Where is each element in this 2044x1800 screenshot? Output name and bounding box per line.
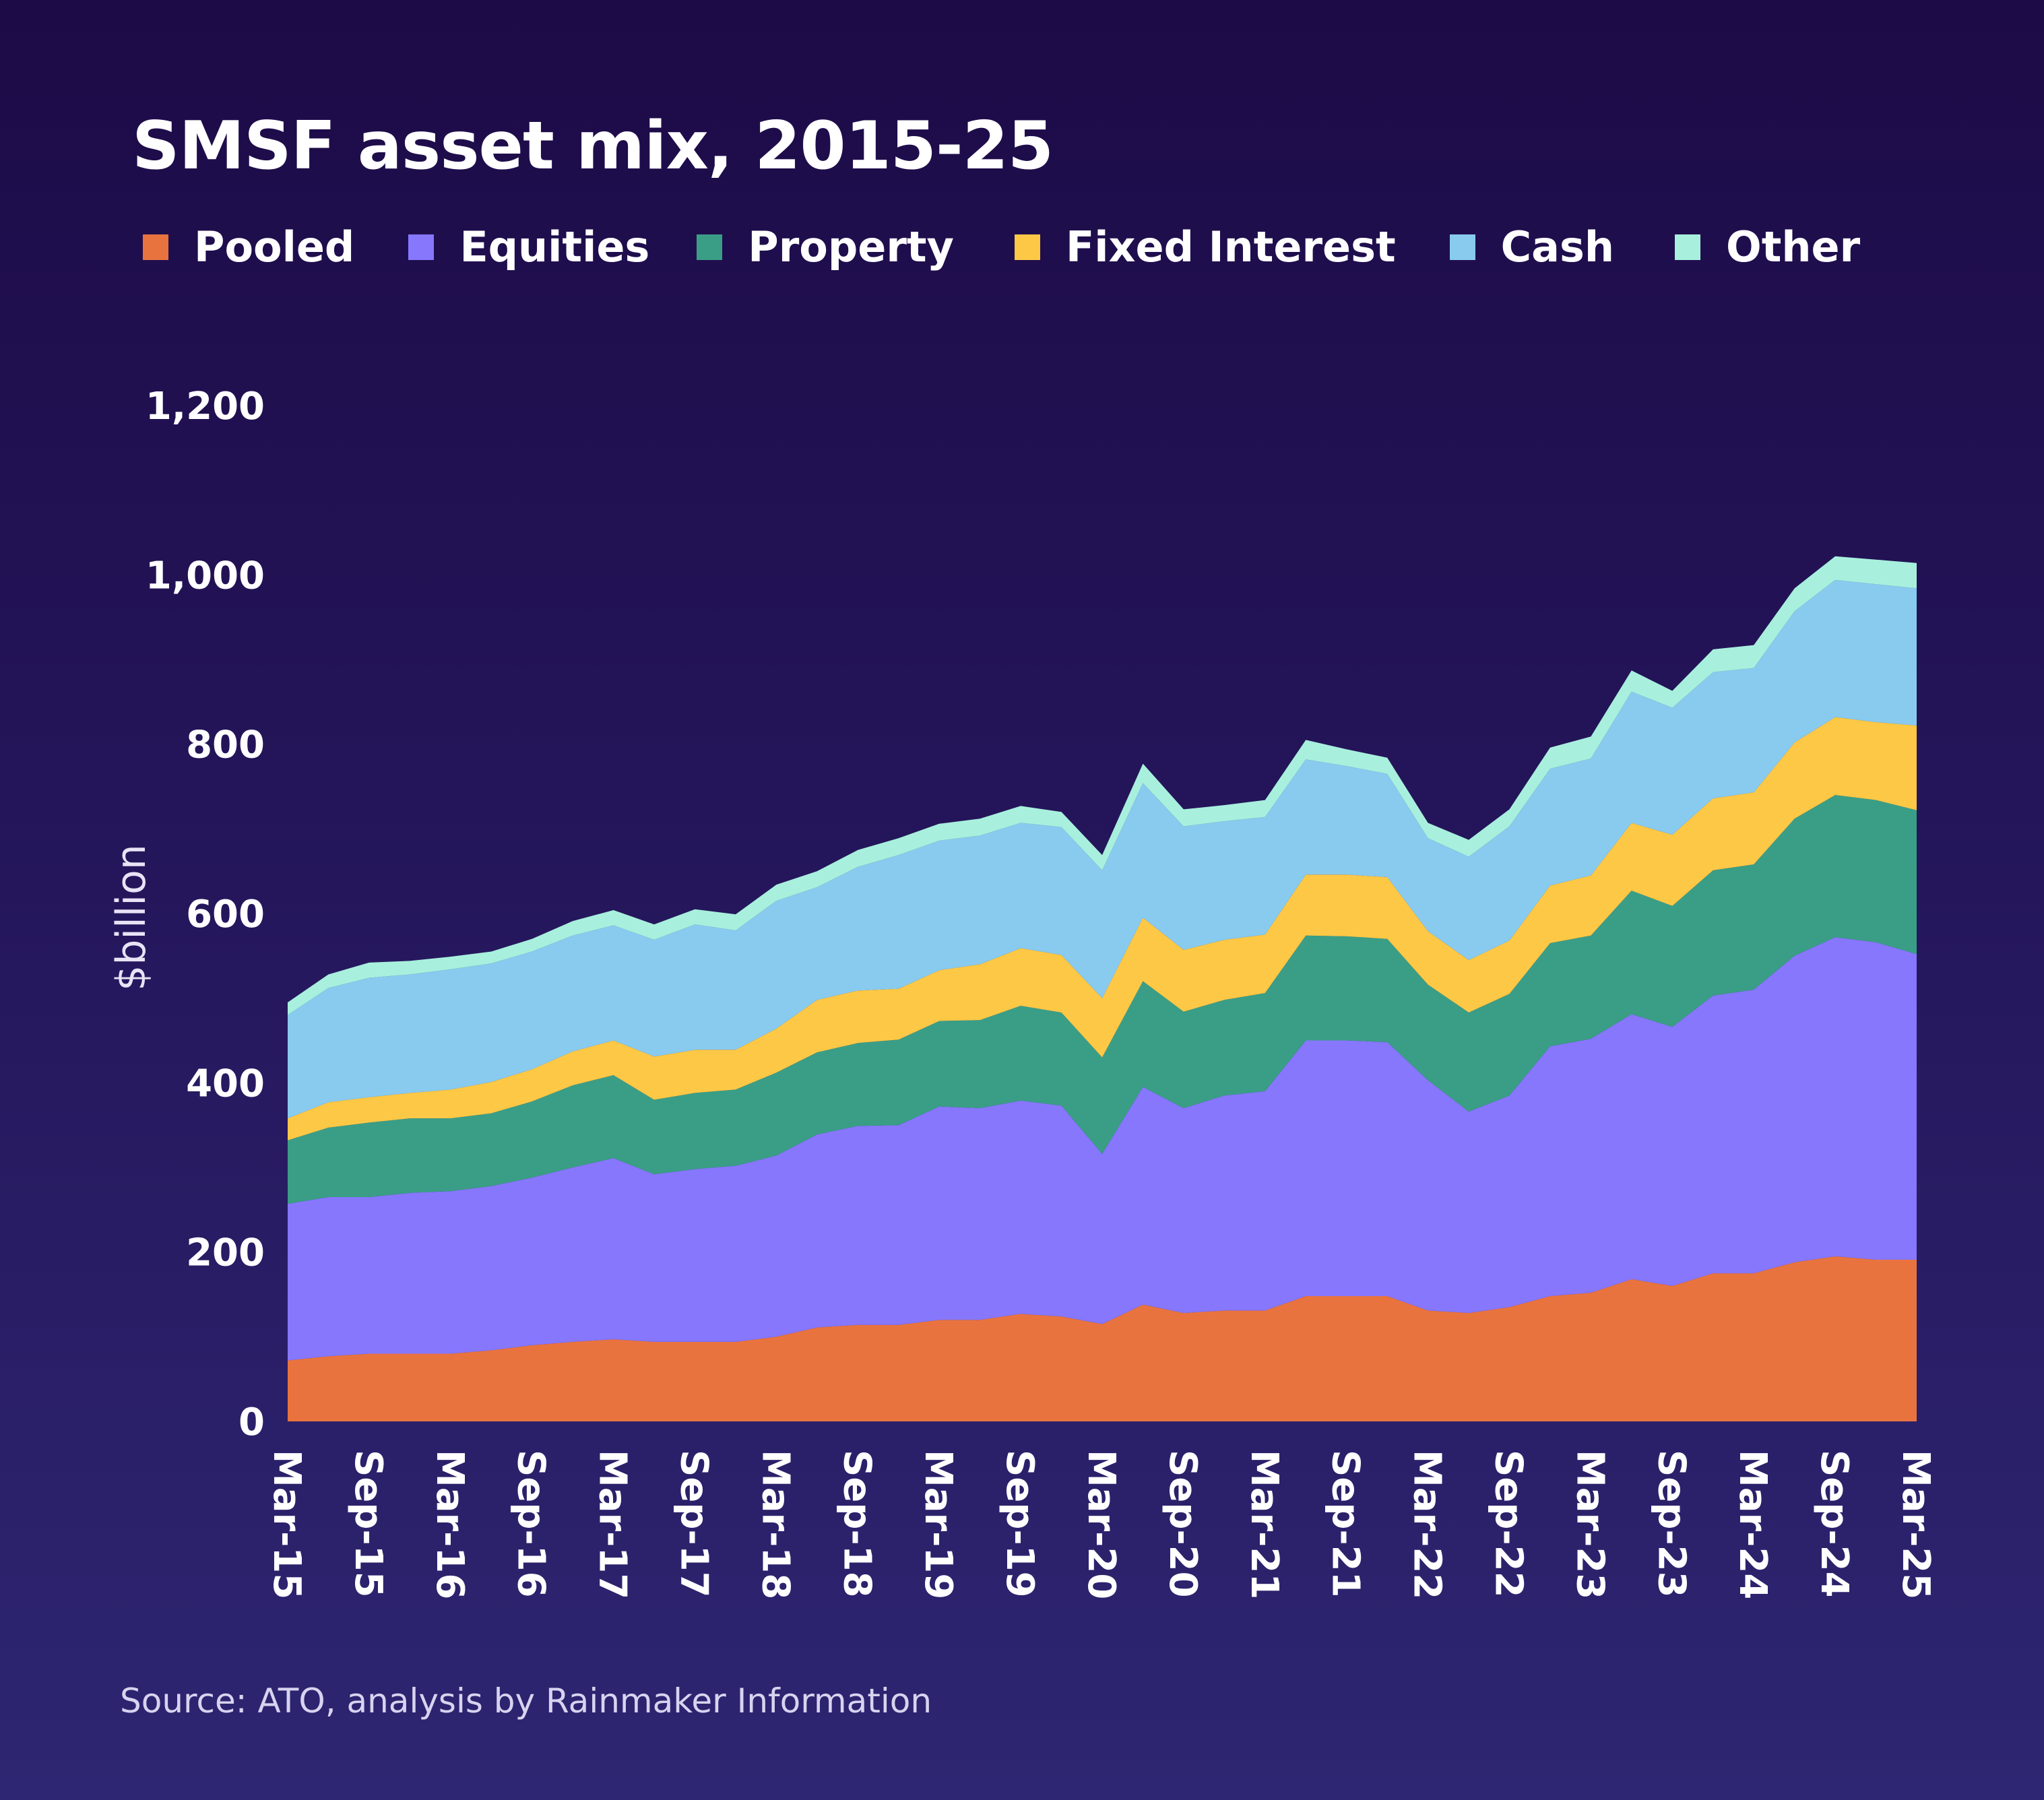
area-property bbox=[288, 795, 1917, 1204]
area-other bbox=[288, 556, 1917, 1015]
x-tick-label: Mar-17 bbox=[591, 1450, 635, 1599]
x-tick-label: Mar-23 bbox=[1568, 1450, 1611, 1599]
x-tick-label: Sep-16 bbox=[509, 1450, 553, 1598]
area-equities bbox=[288, 937, 1917, 1361]
x-axis: Mar-15 Sep-15 Mar-16 Sep-16 Mar-17 Sep-17 Mar-… bbox=[265, 1450, 1938, 1599]
legend-item-other: Other bbox=[1675, 222, 1860, 271]
x-tick-label: Sep-21 bbox=[1324, 1450, 1368, 1598]
y-tick-label: 1,000 bbox=[146, 554, 265, 598]
x-tick-label: Mar-25 bbox=[1894, 1450, 1938, 1599]
area-layers bbox=[288, 556, 1917, 1421]
area-fixed-interest bbox=[288, 717, 1917, 1140]
y-tick-label: 0 bbox=[238, 1401, 265, 1444]
x-tick-label: Sep-24 bbox=[1812, 1450, 1856, 1598]
x-tick-label: Sep-15 bbox=[346, 1450, 390, 1598]
x-tick-label: Sep-18 bbox=[835, 1450, 879, 1598]
x-tick-label: Sep-19 bbox=[998, 1450, 1042, 1598]
legend-swatch-other bbox=[1675, 234, 1701, 260]
x-tick-label: Sep-17 bbox=[672, 1450, 716, 1598]
y-tick-label: 600 bbox=[186, 893, 265, 936]
x-tick-label: Mar-15 bbox=[265, 1450, 309, 1599]
legend-label-cash: Cash bbox=[1500, 222, 1615, 271]
y-tick-label: 800 bbox=[186, 724, 265, 767]
x-tick-label: Mar-16 bbox=[428, 1450, 472, 1599]
source-note: Source: ATO, analysis by Rainmaker Infor… bbox=[120, 1681, 932, 1721]
x-tick-label: Mar-24 bbox=[1731, 1450, 1775, 1599]
legend-swatch-property bbox=[697, 234, 723, 260]
legend-label-other: Other bbox=[1726, 222, 1861, 271]
x-tick-label: Mar-19 bbox=[916, 1450, 960, 1599]
x-tick-label: Mar-22 bbox=[1405, 1450, 1449, 1599]
legend-item-pooled: Pooled bbox=[143, 222, 354, 271]
legend-item-cash: Cash bbox=[1449, 222, 1615, 271]
x-tick-label: Sep-22 bbox=[1487, 1450, 1531, 1598]
legend-swatch-equities bbox=[408, 234, 435, 260]
y-axis-label: $billion bbox=[108, 844, 155, 991]
area-pooled bbox=[288, 1256, 1917, 1421]
x-tick-label: Mar-21 bbox=[1242, 1450, 1286, 1599]
area-cash bbox=[288, 579, 1917, 1119]
legend-swatch-fixed-interest bbox=[1014, 234, 1040, 260]
legend: Pooled Equities Property Fixed Interest … bbox=[143, 222, 1860, 271]
x-tick-label: Mar-18 bbox=[753, 1450, 797, 1599]
legend-item-property: Property bbox=[697, 222, 954, 271]
legend-label-equities: Equities bbox=[459, 222, 650, 271]
legend-swatch-pooled bbox=[143, 234, 168, 260]
y-axis: 0 200 400 600 800 1,000 1,200 bbox=[146, 385, 265, 1444]
legend-label-fixed-interest: Fixed Interest bbox=[1065, 222, 1396, 271]
legend-label-pooled: Pooled bbox=[194, 222, 355, 271]
x-tick-label: Mar-20 bbox=[1079, 1450, 1123, 1599]
y-tick-label: 200 bbox=[186, 1231, 265, 1275]
legend-item-equities: Equities bbox=[408, 222, 649, 271]
legend-swatch-cash bbox=[1449, 234, 1475, 260]
x-tick-label: Sep-20 bbox=[1161, 1450, 1205, 1598]
y-tick-label: 1,200 bbox=[146, 385, 265, 428]
chart-title: SMSF asset mix, 2015-25 bbox=[132, 108, 1054, 185]
y-tick-label: 400 bbox=[186, 1062, 265, 1105]
x-tick-label: Sep-23 bbox=[1649, 1450, 1693, 1598]
legend-label-property: Property bbox=[748, 222, 954, 271]
legend-item-fixed-interest: Fixed Interest bbox=[1014, 222, 1396, 271]
